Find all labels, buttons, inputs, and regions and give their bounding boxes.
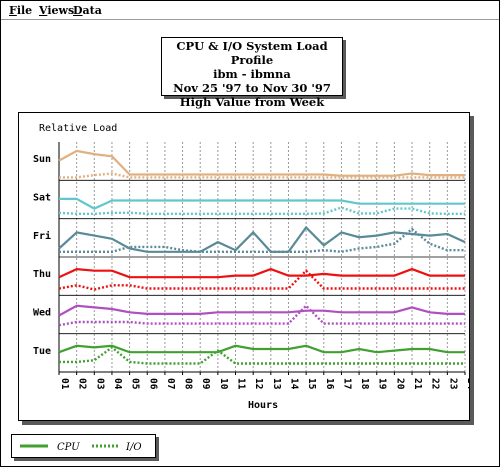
menu-bar: File Views Data (1, 1, 499, 20)
row-label-sat: Sat (33, 192, 51, 203)
series-thu-io (58, 268, 465, 291)
series-thu-cpu (58, 267, 465, 279)
x-tick-label: 21 (412, 378, 423, 390)
series-tue-io (59, 345, 465, 365)
chart-title-box: CPU & I/O System Load Profile ibm - ibmn… (161, 37, 343, 109)
row-label-fri: Fri (33, 230, 51, 242)
row-label-thu: Thu (33, 269, 51, 280)
y-axis-label: Relative Load (39, 123, 117, 134)
x-tick-label: 22 (430, 378, 441, 389)
legend-io-label: I/O (125, 442, 142, 453)
menu-file-mnemonic: F (9, 4, 17, 17)
series-tue-cpu (58, 344, 465, 354)
series-fri-io (59, 227, 465, 254)
x-tick-label: 17 (341, 378, 352, 389)
chart-subtitle: High Value from Week (179, 95, 325, 109)
series-sun-cpu (58, 149, 465, 177)
legend-cpu-label: CPU (57, 442, 80, 453)
legend: CPU I/O (11, 434, 156, 458)
x-tick-label: 18 (359, 378, 370, 390)
row-label-tue: Tue (33, 346, 51, 357)
series-wed-io (58, 304, 465, 327)
x-tick-label: 23 (447, 378, 458, 390)
x-tick-label: 12 (253, 378, 264, 389)
x-tick-label: 09 (200, 378, 211, 390)
x-tick-label: 08 (183, 378, 194, 390)
x-tick-label: 11 (236, 378, 247, 390)
menu-data[interactable]: Data (73, 4, 102, 17)
menu-file[interactable]: File (9, 4, 32, 17)
x-tick-label: 05 (130, 378, 141, 390)
series-sat-io (58, 206, 465, 216)
x-tick-label: 20 (394, 378, 405, 390)
series-sat-cpu (59, 197, 465, 210)
x-tick-label: 02 (77, 378, 88, 389)
x-tick-label: 15 (306, 378, 317, 390)
x-tick-label: 16 (324, 378, 335, 390)
menu-views-label: iews (47, 4, 75, 17)
x-tick-label: 19 (377, 378, 388, 390)
x-tick-label: 06 (147, 378, 158, 390)
chart-date-range: Nov 25 '97 to Nov 30 '97 (173, 81, 331, 95)
chart-host: ibm - ibmna (213, 67, 291, 81)
x-axis-label: Hours (248, 400, 278, 411)
series-wed-cpu (58, 304, 465, 317)
x-tick-label: 01 (59, 378, 70, 390)
row-label-sun: Sun (33, 154, 51, 165)
series-sun-io (59, 172, 465, 179)
menu-views-mnemonic: V (39, 4, 48, 17)
x-tick-label: 04 (112, 378, 123, 390)
x-tick-label: 24 (465, 378, 469, 390)
menu-data-mnemonic: D (73, 4, 83, 17)
x-tick-label: 03 (94, 378, 105, 390)
legend-svg: CPU I/O (20, 442, 142, 453)
x-tick-label: 10 (218, 378, 229, 390)
chart-title: CPU & I/O System Load Profile (176, 39, 328, 67)
series-fri-cpu (58, 225, 466, 253)
x-tick-label: 07 (165, 378, 176, 389)
menu-views[interactable]: Views (39, 4, 74, 17)
x-tick-label: 13 (271, 378, 282, 390)
menu-file-label: ile (16, 4, 33, 17)
row-label-wed: Wed (33, 307, 51, 318)
menu-data-label: ata (82, 4, 102, 17)
x-tick-label: 14 (288, 378, 299, 390)
plot-frame: Relative Load Sun Sat Fri Thu Wed Tue 01 02 03 04 0… (18, 112, 476, 421)
load-profile-chart: Relative Load Sun Sat Fri Thu Wed Tue 01 02 03 04 0… (33, 123, 476, 411)
